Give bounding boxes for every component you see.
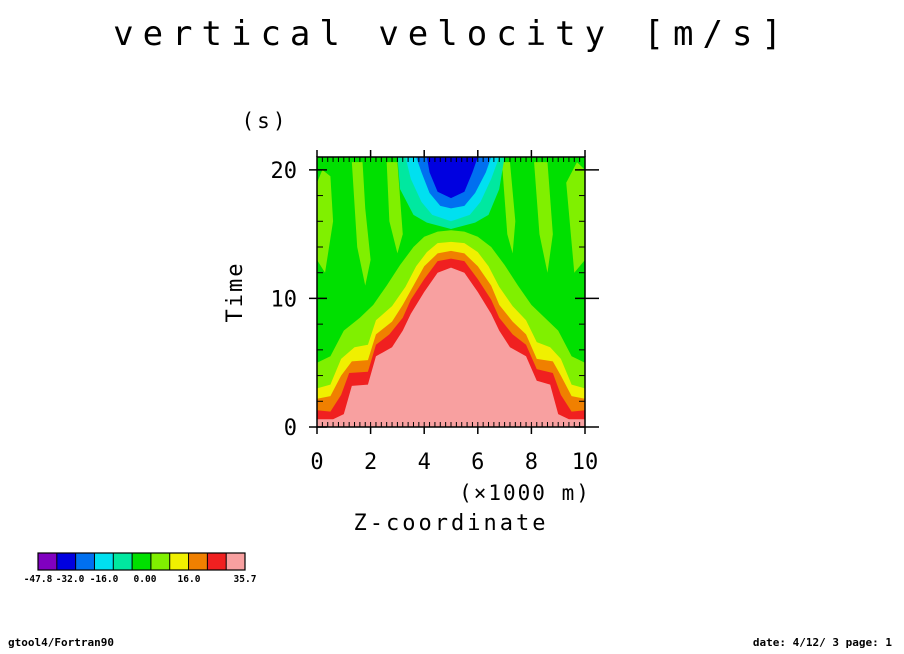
chart-title: vertical velocity [m/s] <box>113 14 791 54</box>
colorbar-swatch <box>75 553 95 570</box>
contour-patch-2 <box>386 162 403 254</box>
contour-band-0 <box>317 267 585 427</box>
x-tick-label: 2 <box>364 450 377 475</box>
colorbar-frame <box>37 552 246 571</box>
colorbar-swatch <box>94 553 114 570</box>
colorbar-label: 16.0 <box>178 574 201 585</box>
contour-patch-3 <box>501 162 516 254</box>
footer-date-page: date: 4/12/ 3 page: 1 <box>752 636 892 649</box>
colorbar-swatch <box>56 553 76 570</box>
contour-patch-1 <box>351 162 371 286</box>
y-tick-label: 20 <box>271 159 298 184</box>
colorbar-swatch <box>132 553 152 570</box>
x-tick-label: 10 <box>572 450 599 475</box>
x-tick-label: 4 <box>418 450 431 475</box>
colorbar-label: -32.0 <box>56 574 85 585</box>
contour-patch-9 <box>426 157 478 199</box>
y-tick-label: 0 <box>284 416 297 441</box>
contour-patch-5 <box>566 162 585 273</box>
contour-patch-4 <box>534 162 553 273</box>
colorbar-label: 35.7 <box>234 574 257 585</box>
x-tick-label: 8 <box>525 450 538 475</box>
colorbar-swatch <box>188 553 208 570</box>
colorbar-swatch <box>150 553 171 570</box>
colorbar-label: -16.0 <box>90 574 119 585</box>
y-axis-label: Time <box>223 262 248 323</box>
y-axis-unit: (s) <box>242 109 289 133</box>
colorbar-swatch <box>113 553 133 570</box>
x-tick-label: 6 <box>471 450 484 475</box>
colorbar-swatch <box>226 553 246 570</box>
x-tick-label: 0 <box>310 450 323 475</box>
colorbar-swatch <box>207 553 227 570</box>
x-axis-label: Z-coordinate <box>354 511 549 536</box>
colorbar-swatch <box>169 553 189 570</box>
y-tick-label: 10 <box>271 287 298 312</box>
footer-software: gtool4/Fortran90 <box>8 636 114 649</box>
x-axis-unit: (×1000 m) <box>459 481 591 505</box>
colorbar-label: -47.8 <box>24 574 53 585</box>
colorbar-label: 0.00 <box>134 574 157 585</box>
colorbar-swatch <box>38 553 58 570</box>
